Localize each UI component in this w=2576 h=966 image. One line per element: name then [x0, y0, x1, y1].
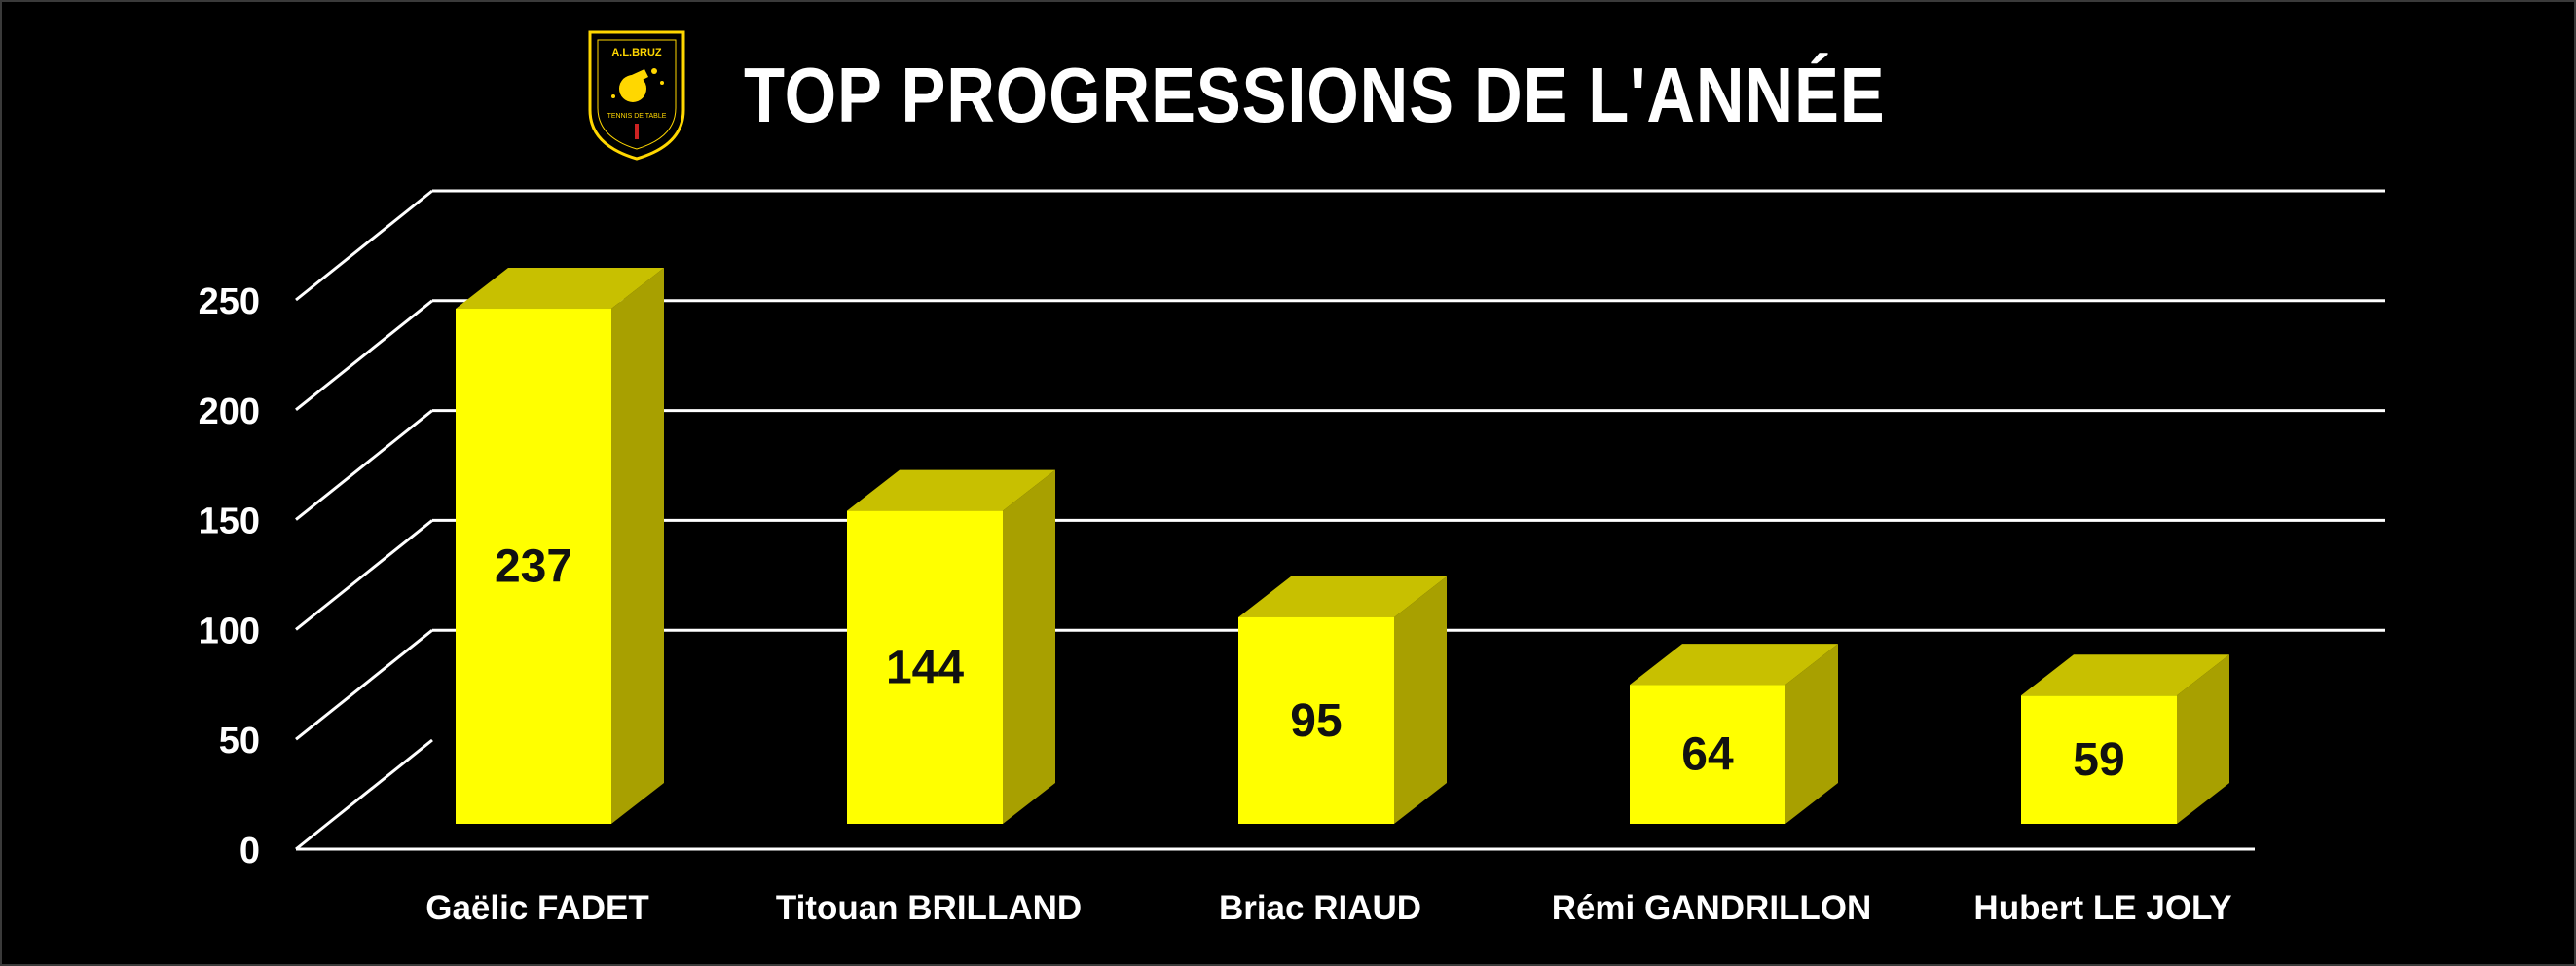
bar-top [1238, 576, 1447, 617]
bar-top [1630, 644, 1838, 686]
bar-side [1785, 644, 1838, 824]
bar-group: 144 [847, 469, 1055, 824]
bar-value-label: 59 [2073, 734, 2124, 786]
x-category-label: Rémi GANDRILLON [1552, 889, 1872, 927]
y-tick-label: 0 [239, 831, 260, 872]
x-axis-labels: Gaëlic FADET Titouan BRILLAND Briac RIAUD R… [425, 889, 2231, 927]
grid-diagonal [295, 519, 433, 631]
bar-side [611, 268, 664, 824]
grid-diagonal [295, 189, 433, 302]
bars: 237 144 95 64 59 [456, 268, 2229, 824]
grid-diagonal [295, 299, 433, 411]
page-title: TOP PROGRESSIONS DE L'ANNÉE [744, 52, 1886, 138]
club-logo-icon: A.L.BRUZ TENNIS DE TABLE [588, 30, 685, 161]
y-tick-label: 150 [199, 502, 260, 542]
x-category-label: Briac RIAUD [1219, 889, 1421, 927]
bar-value-label: 95 [1290, 695, 1342, 747]
logo-club-name: A.L.BRUZ [611, 47, 662, 58]
y-axis-ticks: 0 50 100 150 200 250 [199, 281, 260, 872]
y-tick-label: 50 [219, 721, 260, 762]
bar-group: 237 [456, 268, 664, 824]
bar-value-label: 144 [886, 642, 964, 693]
y-tick-label: 200 [199, 391, 260, 432]
bar [456, 309, 611, 824]
grid-diagonal [295, 738, 433, 851]
grid-diagonal [295, 629, 433, 741]
y-tick-label: 250 [199, 281, 260, 322]
x-category-label: Hubert LE JOLY [1973, 889, 2231, 927]
bar [2021, 695, 2177, 824]
bar-value-label: 64 [1681, 729, 1734, 781]
bar-group: 95 [1238, 576, 1447, 824]
bar [847, 510, 1003, 824]
bar-side [1394, 576, 1447, 824]
bar-top [847, 469, 1055, 511]
grid-diagonal [295, 409, 433, 521]
x-category-label: Titouan BRILLAND [776, 889, 1082, 927]
bar [1630, 685, 1785, 824]
x-category-label: Gaëlic FADET [425, 889, 649, 927]
bar-group: 64 [1630, 644, 1838, 824]
bar-value-label: 237 [495, 541, 572, 593]
bar-side [1003, 469, 1055, 824]
bar-top [2021, 654, 2229, 696]
bar-group: 59 [2021, 654, 2229, 824]
bar [1238, 616, 1394, 824]
logo-subtitle: TENNIS DE TABLE [607, 113, 667, 120]
bar-top [456, 268, 664, 310]
y-tick-label: 100 [199, 611, 260, 651]
grid-lines [295, 189, 2385, 851]
bar-side [2177, 654, 2229, 824]
header: A.L.BRUZ TENNIS DE TABLE TOP PROGRESSION… [584, 27, 2071, 164]
